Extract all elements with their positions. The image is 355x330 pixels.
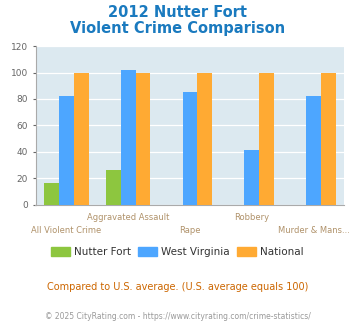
Bar bbox=[244, 150, 259, 205]
Bar bbox=[259, 73, 274, 205]
Text: Violent Crime Comparison: Violent Crime Comparison bbox=[70, 21, 285, 36]
Text: Robbery: Robbery bbox=[234, 213, 269, 222]
Bar bbox=[121, 70, 136, 205]
Bar bbox=[306, 96, 321, 205]
Text: Compared to U.S. average. (U.S. average equals 100): Compared to U.S. average. (U.S. average … bbox=[47, 282, 308, 292]
Text: Murder & Mans...: Murder & Mans... bbox=[278, 226, 349, 235]
Bar bbox=[321, 73, 336, 205]
Text: Rape: Rape bbox=[179, 226, 201, 235]
Text: All Violent Crime: All Violent Crime bbox=[31, 226, 102, 235]
Bar bbox=[182, 92, 197, 205]
Legend: Nutter Fort, West Virginia, National: Nutter Fort, West Virginia, National bbox=[47, 243, 308, 261]
Text: 2012 Nutter Fort: 2012 Nutter Fort bbox=[108, 5, 247, 20]
Bar bbox=[59, 96, 74, 205]
Bar bbox=[74, 73, 89, 205]
Bar bbox=[197, 73, 212, 205]
Text: Aggravated Assault: Aggravated Assault bbox=[87, 213, 169, 222]
Bar bbox=[106, 170, 121, 205]
Bar bbox=[44, 183, 59, 205]
Bar bbox=[136, 73, 151, 205]
Text: © 2025 CityRating.com - https://www.cityrating.com/crime-statistics/: © 2025 CityRating.com - https://www.city… bbox=[45, 312, 310, 321]
